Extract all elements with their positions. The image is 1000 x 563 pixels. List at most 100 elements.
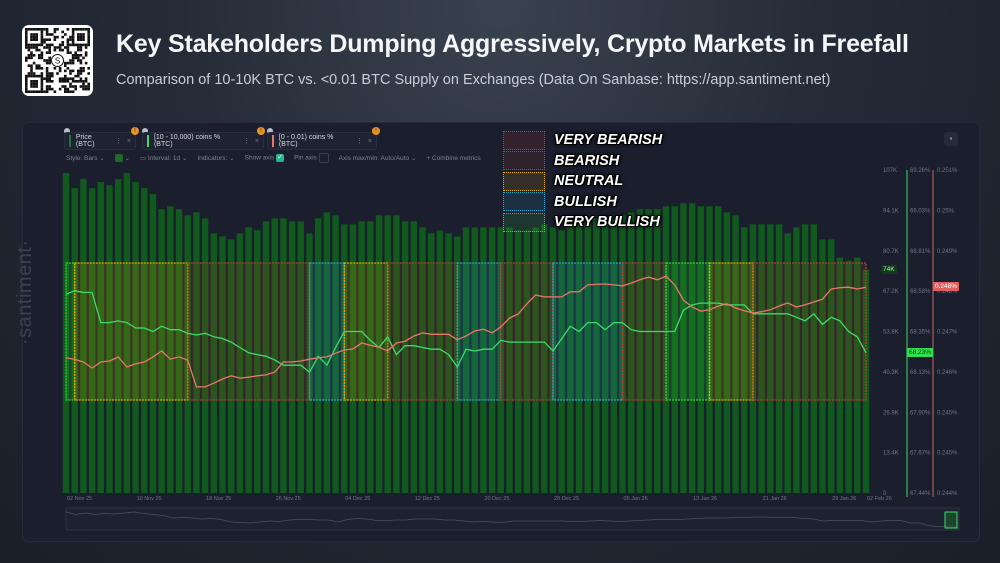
price-axis-tick-label: 67.2K [883,289,899,295]
settings-icon[interactable]: ▪ [944,132,958,146]
price-bar [62,173,70,494]
price-bar [654,209,661,494]
kebab-menu-icon[interactable]: ⋮ [114,138,122,145]
price-bar [245,227,252,493]
show-axis-toggle[interactable]: Show axis ✓ [244,154,285,162]
price-bar [106,185,113,494]
green-axis-tick-label: 67.67% [910,451,931,457]
metric-label: Price (BTC) [75,134,95,148]
close-icon[interactable]: × [126,137,131,145]
price-bar [506,227,513,493]
price-bar [723,212,731,493]
combine-metrics-button[interactable]: + Combine metrics [426,154,481,162]
price-bar [601,218,609,493]
checkbox-checked-icon: ✓ [276,154,285,162]
navigator-handle[interactable] [944,511,958,529]
price-bar [836,257,844,493]
price-bar [167,206,174,493]
price-bar [132,182,139,493]
x-axis-tick-label: 28 Dec 25 [554,496,579,502]
price-bar [810,224,818,494]
santiment-logo [51,54,64,67]
legend-swatch [503,171,545,191]
time-navigator[interactable] [65,507,960,531]
lock-icon[interactable] [64,128,70,134]
style-dropdown[interactable]: Style: Bars ⌄ [66,155,105,162]
legend-item-very-bullish: VERY BULLISH [503,212,673,233]
price-bar [741,227,748,493]
lock-icon[interactable] [142,128,148,134]
pin-axis-toggle[interactable]: Pin axis [294,153,329,163]
x-axis-tick-label: 21 Jan 26 [763,496,787,502]
price-bar [262,221,270,494]
red-current-badge: 0.248% [933,282,960,291]
metric-tag-price[interactable]: Price (BTC) ⋮ × [64,132,136,150]
price-bar [471,227,478,493]
metric-tag-0-001[interactable]: [0 - 0.01) coins % (BTC) ⋮ × [267,132,377,150]
svg-text:S: S [55,57,60,66]
price-bar [228,239,235,493]
warning-icon[interactable]: ! [131,127,139,135]
price-bar [584,221,591,494]
legend-item-bearish: BEARISH [503,151,673,172]
sentiment-zone-bullish [552,262,624,401]
color-marker [69,135,71,147]
supply-0-001-line [65,275,867,388]
x-axis-tick-label: 02 Feb 26 [867,496,892,502]
price-bar [593,218,600,493]
axis-minmax-dropdown[interactable]: Axis max/min: Auto/Auto ⌄ [338,155,417,162]
price-axis-tick-label: 53.8K [883,330,899,336]
price-bar [141,188,148,493]
warning-icon[interactable]: ! [372,127,380,135]
price-bar [236,233,244,493]
price-bar [497,227,504,493]
qr-code: S [22,25,93,96]
red-axis-tick-label: 0.245% [937,410,958,416]
price-bar [532,227,539,493]
close-icon[interactable]: × [254,137,259,145]
price-bar [175,209,183,494]
legend-swatch [503,130,545,150]
red-axis-tick-label: 0.25% [937,208,955,214]
red-axis-tick-label: 0.248% [937,289,958,295]
price-bar [114,179,122,493]
indicators-dropdown[interactable]: Indicators: ⌄ [197,155,235,162]
price-bar [688,203,696,493]
green-axis-tick-label: 68.81% [910,249,931,255]
price-bar [401,221,409,494]
color-dropdown[interactable]: ⌄ [114,154,130,163]
green-axis-tick-label: 69.26% [910,168,931,174]
price-bar [462,227,470,493]
sentiment-legend: VERY BEARISH BEARISH NEUTRAL BULLISH VERY BU… [503,130,673,233]
price-bar [645,209,652,494]
page-title: Key Stakeholders Dumping Aggressively, C… [116,30,909,58]
legend-item-bullish: BULLISH [503,192,673,213]
price-bar [323,212,331,493]
lock-icon[interactable] [267,128,273,134]
warning-icon[interactable]: ! [257,127,265,135]
price-bar [514,230,522,493]
kebab-menu-icon[interactable]: ⋮ [242,138,250,145]
metric-tag-10-10000[interactable]: [10 - 10,000) coins % (BTC) ⋮ × [142,132,264,150]
interval-dropdown[interactable]: ▭ Interval: 1d ⌄ [139,155,188,162]
green-current-badge: 68.23% [907,348,934,357]
green-axis-tick-label: 68.58% [910,289,931,295]
price-axis-tick-label: 13.4K [883,451,899,457]
x-axis-tick-label: 10 Nov 25 [137,496,162,502]
price-bar [680,203,687,493]
price-bar [149,194,157,493]
price-bar [541,224,548,494]
price-bar [558,230,565,493]
close-icon[interactable]: × [367,137,372,145]
kebab-menu-icon[interactable]: ⋮ [355,138,363,145]
price-bar [445,233,452,493]
legend-label: BULLISH [554,193,617,210]
chart-options-bar: Style: Bars ⌄ ⌄ ▭ Interval: 1d ⌄ Indicat… [66,153,481,163]
legend-swatch [503,192,545,212]
price-bar [488,227,496,493]
green-axis-tick-label: 67.90% [910,410,931,416]
price-bar [575,224,583,494]
red-axis-tick-label: 0.249% [937,249,958,255]
price-bar [271,218,278,493]
